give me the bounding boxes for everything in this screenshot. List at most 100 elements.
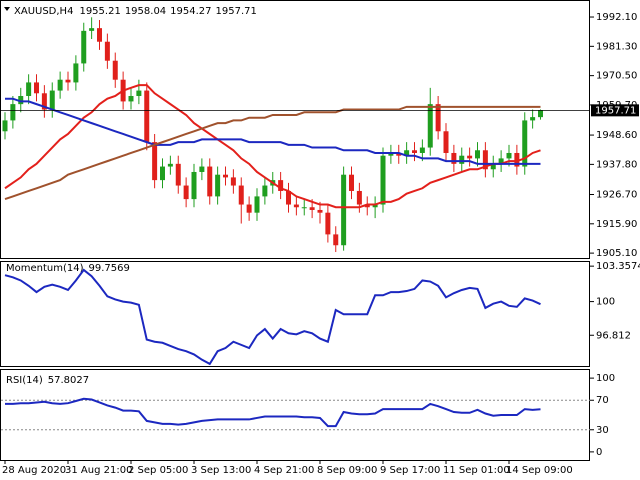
candle-body xyxy=(246,204,252,213)
ohlc-header-value: 1958.04 xyxy=(125,6,166,17)
candle-body xyxy=(104,41,110,61)
candle-body xyxy=(278,180,284,191)
candle-body xyxy=(325,212,331,235)
y-tick-label: 100 xyxy=(596,297,615,308)
candle-body xyxy=(530,117,536,121)
plot-layer: 1992.101981.301970.501959.701948.601937.… xyxy=(1,6,640,476)
x-tick-label: 28 Aug 2020 xyxy=(2,465,66,476)
candle-body xyxy=(57,79,63,91)
candle-body xyxy=(167,163,173,167)
panel-title: XAUUSD,H4 xyxy=(14,6,73,17)
momentum-panel xyxy=(0,261,590,367)
candle-body xyxy=(309,207,315,210)
candle-body xyxy=(160,166,165,181)
candle-body xyxy=(10,104,16,121)
candle-body xyxy=(81,30,87,64)
candle-body xyxy=(427,104,433,148)
candle-body xyxy=(372,204,378,208)
candle-body xyxy=(144,90,150,143)
candle-body xyxy=(238,185,244,205)
y-tick-label: 1970.50 xyxy=(596,71,637,82)
indicator-line xyxy=(5,397,541,428)
y-tick-label: 1905.10 xyxy=(596,248,637,259)
candle-body xyxy=(286,190,291,205)
candle-body xyxy=(482,150,488,170)
y-tick-label: 1915.90 xyxy=(596,219,637,230)
y-tick-label: 96.812 xyxy=(596,330,631,341)
dropdown-icon xyxy=(4,7,10,11)
x-tick-label: 31 Aug 21:00 xyxy=(65,465,132,476)
candle-body xyxy=(412,150,417,153)
indicator-value: 57.8027 xyxy=(48,375,89,386)
candle-body xyxy=(215,174,221,197)
candle-body xyxy=(254,196,260,213)
candle-body xyxy=(349,174,354,191)
candle-body xyxy=(467,155,473,159)
candle-body xyxy=(506,152,512,159)
candle-body xyxy=(404,150,410,156)
x-tick-label: 9 Sep 17:00 xyxy=(380,465,440,476)
indicator-line xyxy=(5,97,541,165)
candle-body xyxy=(230,177,236,186)
candle-body xyxy=(301,207,307,209)
candle-body xyxy=(419,147,425,153)
y-tick-label: 30 xyxy=(596,425,609,436)
y-tick-label: 70 xyxy=(596,395,609,406)
candle-body xyxy=(65,79,71,83)
ohlc-header-value: 1955.21 xyxy=(79,6,120,17)
candle-body xyxy=(152,142,158,181)
candle-body xyxy=(498,158,504,164)
y-tick-label: 103.3574 xyxy=(596,261,640,272)
candle-body xyxy=(262,185,268,197)
panel-title: RSI(14) xyxy=(6,375,43,386)
x-tick-label: 4 Sep 21:00 xyxy=(254,465,314,476)
candle-body xyxy=(136,90,142,96)
candle-body xyxy=(514,152,520,167)
candle-body xyxy=(364,204,370,208)
main-panel xyxy=(0,0,590,259)
candle-body xyxy=(112,60,118,80)
candle-body xyxy=(207,166,213,197)
candle-body xyxy=(97,28,102,42)
candle-body xyxy=(451,152,457,164)
x-tick-label: 2 Sep 05:00 xyxy=(128,465,188,476)
x-tick-label: 8 Sep 09:00 xyxy=(317,465,377,476)
y-tick-label: 0 xyxy=(596,447,602,458)
y-tick-label: 1937.80 xyxy=(596,159,637,170)
x-tick-label: 3 Sep 13:00 xyxy=(191,465,251,476)
candle-body xyxy=(396,152,402,156)
candle-body xyxy=(317,209,323,213)
candle-body xyxy=(333,234,339,246)
candle-body xyxy=(34,82,39,94)
candle-body xyxy=(41,93,47,110)
panel-title: Momentum(14) xyxy=(6,263,84,274)
candle-body xyxy=(490,163,496,170)
candle-body xyxy=(199,166,205,172)
candle-body xyxy=(388,152,394,156)
candle-body xyxy=(522,120,528,167)
candle-body xyxy=(380,155,386,205)
y-tick-label: 1981.30 xyxy=(596,41,637,52)
candle-body xyxy=(475,150,480,159)
current-price-label: 1957.71 xyxy=(595,105,636,116)
indicator-line xyxy=(4,105,541,201)
candle-body xyxy=(183,185,189,200)
candle-body xyxy=(18,95,24,105)
candle-body xyxy=(435,104,441,132)
candle-body xyxy=(293,204,299,208)
x-tick-label: 11 Sep 01:00 xyxy=(443,465,510,476)
ohlc-header-value: 1954.27 xyxy=(170,6,211,17)
candle-body xyxy=(538,110,543,118)
y-tick-label: 100 xyxy=(596,373,615,384)
candle-body xyxy=(356,190,362,205)
candle-body xyxy=(128,95,134,102)
candle-body xyxy=(49,90,55,110)
current-price-box xyxy=(591,104,639,117)
candle-body xyxy=(191,171,197,200)
x-tick-label: 14 Sep 09:00 xyxy=(506,465,573,476)
candle-body xyxy=(2,120,8,132)
candle-body xyxy=(459,155,465,164)
y-tick-label: 1926.70 xyxy=(596,190,637,201)
